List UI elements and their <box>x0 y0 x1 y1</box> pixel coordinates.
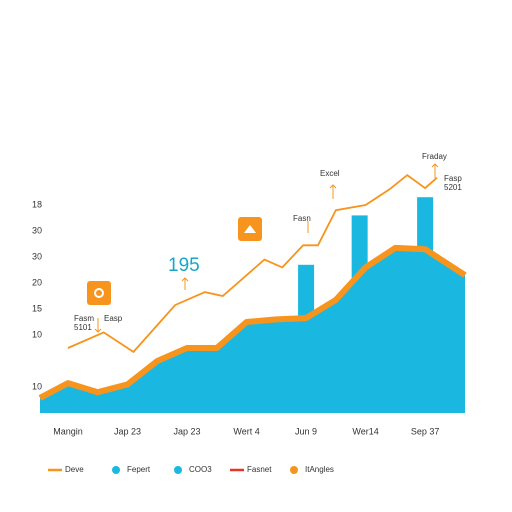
y-tick-label: 18 <box>32 199 42 209</box>
icon <box>87 281 111 305</box>
annotation: Excel <box>320 169 340 178</box>
x-tick-label: Sep 37 <box>411 426 440 436</box>
x-tick-label: Mangin <box>53 426 83 436</box>
annotation: Fasp <box>444 174 462 183</box>
x-tick-label: Jap 23 <box>174 426 201 436</box>
legend-swatch <box>174 466 182 474</box>
x-tick-label: Jap 23 <box>114 426 141 436</box>
arrows <box>94 163 439 333</box>
legend-label: ItAngles <box>305 465 334 474</box>
icon <box>238 217 262 241</box>
annotation: 195 <box>168 255 200 276</box>
annotation: Fraday <box>422 152 447 161</box>
annotation: 5101 <box>74 323 92 332</box>
x-tick-label: Wert 4 <box>233 426 259 436</box>
y-tick-label: 20 <box>32 277 42 287</box>
x-tick-label: Jun 9 <box>295 426 317 436</box>
legend-swatch <box>290 466 298 474</box>
y-tick-label: 10 <box>32 381 42 391</box>
legend-swatch <box>112 466 120 474</box>
y-tick-label: 10 <box>32 329 42 339</box>
y-tick-label: 30 <box>32 251 42 261</box>
x-tick-label: Wer14 <box>352 426 378 436</box>
annotation: 5201 <box>444 183 462 192</box>
annotation: Fasn <box>293 214 311 223</box>
line <box>67 173 438 354</box>
annotation: Easp <box>104 314 123 323</box>
area-outline <box>38 244 467 401</box>
legend-label: COO3 <box>189 465 212 474</box>
y-tick-label: 30 <box>32 225 42 235</box>
legend-label: Fepert <box>127 465 151 474</box>
legend-label: Fasnet <box>247 465 272 474</box>
y-tick-label: 15 <box>32 303 42 313</box>
annotation: Fasm <box>74 314 94 323</box>
legend-label: Deve <box>65 465 84 474</box>
